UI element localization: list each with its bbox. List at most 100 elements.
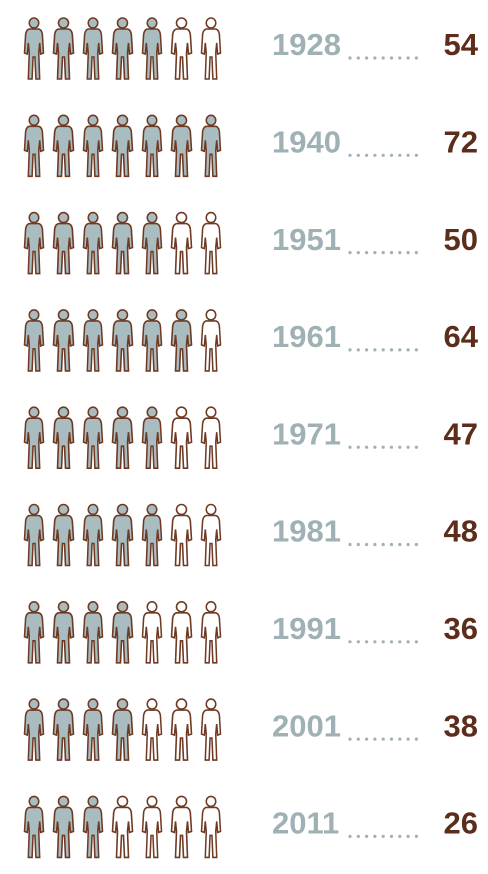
year-label: 1981: [272, 514, 341, 549]
person-icon: [52, 503, 75, 567]
leader-dot: [365, 251, 369, 255]
leader-dot: [398, 348, 402, 352]
person-body: [141, 417, 163, 470]
person-head: [87, 503, 99, 516]
leader-dot: [356, 640, 360, 644]
person-icon: [170, 309, 193, 372]
pictogram-row: [23, 309, 222, 372]
person-head: [205, 211, 217, 224]
person-icon: [111, 114, 134, 178]
person-body: [200, 125, 222, 178]
dot-leader: [348, 251, 418, 255]
person-body: [111, 28, 134, 80]
value-label: 50: [444, 222, 478, 257]
person-head: [146, 211, 158, 224]
person-body: [170, 514, 193, 567]
pictogram-row: [23, 600, 222, 664]
person-icon: [23, 698, 45, 761]
person-head: [87, 114, 99, 127]
person-icon: [200, 600, 222, 664]
person-body: [111, 806, 134, 859]
person-body: [141, 514, 163, 567]
dot-leader: [348, 542, 418, 547]
value-label: 48: [444, 514, 478, 549]
person-head: [28, 406, 40, 419]
person-icon: [52, 309, 75, 372]
person-head: [116, 17, 129, 29]
leader-dot: [406, 737, 410, 741]
person-icon: [200, 406, 222, 470]
person-head: [57, 309, 70, 321]
leader-dot: [373, 640, 377, 644]
person-body: [111, 417, 134, 470]
person-icon: [82, 17, 104, 80]
leader-dot: [356, 834, 360, 839]
leader-dot: [373, 153, 377, 157]
person-icon: [82, 698, 104, 761]
dot-leader: [348, 445, 418, 449]
person-head: [116, 698, 129, 710]
person-icon: [141, 503, 163, 567]
person-body: [23, 125, 45, 178]
person-body: [170, 125, 193, 178]
person-icon: [200, 309, 222, 372]
leader-dot: [406, 834, 410, 839]
leader-dot: [398, 153, 402, 157]
person-head: [57, 211, 70, 224]
leader-dot: [398, 834, 402, 839]
person-head: [205, 406, 217, 419]
person-icon: [82, 406, 104, 470]
person-head: [116, 114, 129, 127]
leader-dot: [365, 737, 369, 741]
leader-dot: [381, 153, 385, 157]
leader-dot: [365, 834, 369, 839]
person-head: [87, 600, 99, 613]
person-body: [52, 514, 75, 567]
dot-leader: [348, 348, 418, 352]
leader-dot: [389, 251, 394, 255]
person-icon: [52, 211, 75, 275]
person-body: [141, 611, 163, 664]
leader-dot: [414, 251, 418, 255]
leader-dot: [373, 251, 377, 255]
person-body: [141, 806, 163, 859]
dot-leader: [348, 56, 418, 60]
person-body: [23, 320, 45, 372]
leader-dot: [381, 348, 385, 352]
person-body: [23, 709, 45, 761]
person-icon: [170, 600, 193, 664]
leader-dot: [406, 542, 410, 547]
leader-dot: [406, 251, 410, 255]
value-label: 38: [444, 708, 478, 743]
leader-dot: [389, 542, 394, 547]
person-body: [52, 806, 75, 859]
person-icon: [52, 114, 75, 178]
leader-dot: [365, 153, 369, 157]
person-icon: [52, 698, 75, 761]
person-body: [200, 611, 222, 664]
person-head: [146, 698, 158, 710]
person-body: [23, 611, 45, 664]
person-body: [170, 222, 193, 275]
person-head: [87, 309, 99, 321]
person-icon: [52, 406, 75, 470]
leader-dot: [365, 542, 369, 547]
person-body: [141, 320, 163, 372]
year-label: 1940: [272, 124, 341, 159]
person-head: [175, 698, 188, 710]
leader-dot: [381, 737, 385, 741]
person-icon: [52, 17, 75, 80]
person-body: [111, 709, 134, 761]
person-body: [23, 417, 45, 470]
person-body: [23, 514, 45, 567]
person-head: [175, 114, 188, 127]
leader-dot: [414, 348, 418, 352]
person-icon: [200, 114, 222, 178]
year-label: 2011: [272, 806, 339, 841]
person-head: [28, 114, 40, 127]
person-icon: [23, 503, 45, 567]
person-head: [205, 503, 217, 516]
leader-dot: [398, 251, 402, 255]
person-head: [146, 114, 158, 127]
